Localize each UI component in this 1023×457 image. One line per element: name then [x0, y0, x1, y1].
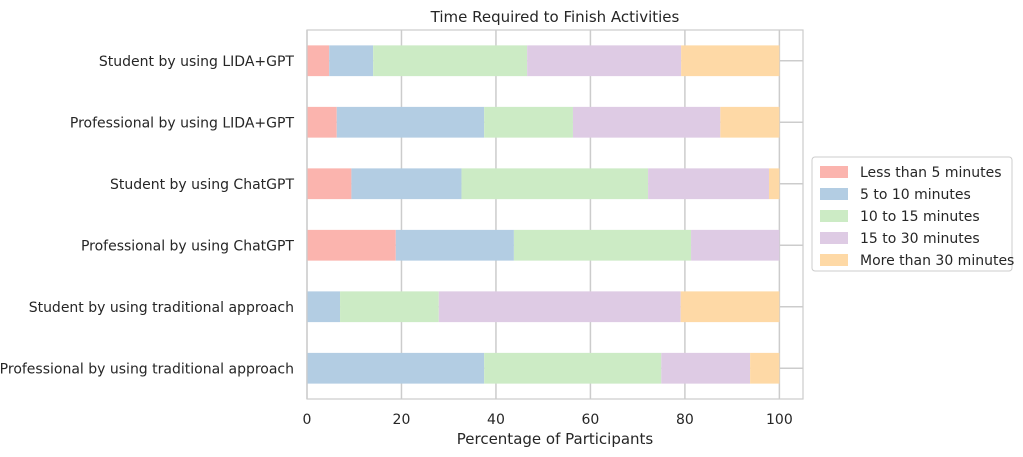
- legend-swatch: [820, 232, 848, 244]
- bar-segment: [461, 168, 649, 200]
- bars: [307, 45, 780, 384]
- bar-segment: [336, 106, 485, 138]
- legend-swatch: [820, 188, 848, 200]
- bar-segment: [307, 352, 485, 384]
- bar-segment: [395, 229, 514, 261]
- bar-segment: [661, 352, 751, 384]
- legend-frame: [811, 156, 1013, 272]
- legend: Less than 5 minutes 5 to 10 minutes 10 to …: [811, 156, 1014, 272]
- plot-frame: [306, 29, 804, 400]
- bar-segment: [484, 106, 573, 138]
- x-tick-labels: 0 20 40 60 80 100: [303, 412, 793, 428]
- x-axis-label: Percentage of Participants: [457, 430, 654, 448]
- legend-label: 15 to 30 minutes: [860, 231, 980, 247]
- y-tick-label: Student by using LIDA+GPT: [99, 54, 295, 70]
- x-tick-label: 40: [487, 412, 505, 428]
- legend-label: More than 30 minutes: [860, 253, 1014, 269]
- x-tick-label: 100: [766, 412, 793, 428]
- x-tick-label: 60: [582, 412, 600, 428]
- legend-swatch: [820, 254, 848, 266]
- bar-segment: [438, 291, 681, 323]
- bar-segment: [527, 45, 682, 77]
- bar-segment: [681, 45, 780, 77]
- legend-swatch: [820, 210, 848, 222]
- legend-label: 5 to 10 minutes: [860, 187, 971, 203]
- bar-segment: [307, 229, 396, 261]
- bar-segment: [340, 291, 439, 323]
- grid-lines: [306, 30, 803, 399]
- x-tick-label: 80: [676, 412, 694, 428]
- bar-segment: [351, 168, 462, 200]
- bar-segment: [484, 352, 662, 384]
- bar-segment: [750, 352, 780, 384]
- y-tick-labels: Student by using LIDA+GPT Professional by…: [0, 54, 294, 378]
- bar-segment: [648, 168, 769, 200]
- x-tick-label: 20: [393, 412, 411, 428]
- legend-label: 10 to 15 minutes: [860, 209, 980, 225]
- bar-segment: [513, 229, 692, 261]
- bar-segment: [691, 229, 780, 261]
- y-tick-label: Student by using ChatGPT: [110, 177, 294, 193]
- bar-segment: [307, 168, 352, 200]
- bar-segment: [307, 106, 337, 138]
- y-tick-label: Professional by using traditional approa…: [0, 361, 294, 377]
- bar-segment: [680, 291, 780, 323]
- legend-swatch: [820, 166, 848, 178]
- chart-title: Time Required to Finish Activities: [430, 8, 680, 26]
- bar-segment: [307, 291, 341, 323]
- y-tick-label: Professional by using LIDA+GPT: [70, 115, 295, 131]
- x-tick-label: 0: [303, 412, 312, 428]
- bar-segment: [768, 168, 780, 200]
- y-tick-label: Professional by using ChatGPT: [81, 238, 294, 254]
- bar-segment: [307, 45, 330, 77]
- legend-label: Less than 5 minutes: [860, 165, 1002, 181]
- y-tick-label: Student by using traditional approach: [29, 300, 294, 316]
- bar-segment: [572, 106, 721, 138]
- bar-segment: [329, 45, 374, 77]
- bar-segment: [373, 45, 528, 77]
- bar-segment: [720, 106, 780, 138]
